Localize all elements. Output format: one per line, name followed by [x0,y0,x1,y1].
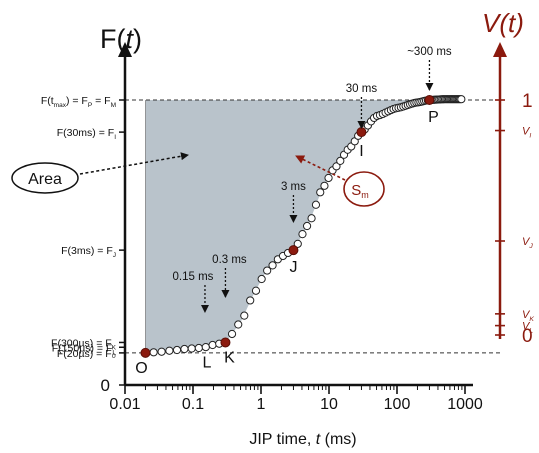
time-annotation-label: 3 ms [281,181,306,193]
key-point-label-j: J [289,259,297,276]
data-point [234,320,243,329]
data-point [208,340,217,350]
data-point [227,329,237,339]
key-point-k [220,337,231,348]
key-point-o [140,347,151,358]
data-point [246,296,255,305]
left-axis-arrow [118,42,132,57]
data-point [320,181,329,190]
data-point [316,188,325,197]
key-point-label-k: K [224,349,235,366]
x-axis-tick-label: 0.01 [109,396,140,413]
data-point [307,214,316,223]
data-point [187,344,196,353]
right-axis-tick-label: VJ [522,236,533,250]
data-point [268,261,277,270]
area-callout-ellipse [11,162,79,194]
sm-callout-label: Sm [351,182,369,200]
area-callout-arrow [79,152,189,175]
left-axis-tick-label: F(tmax) = FP = FM [41,95,116,109]
data-point [149,348,158,357]
x-axis-tick-label: 0.1 [182,396,204,413]
data-point [263,266,272,275]
data-point [180,344,189,354]
x-axis-title: JIP time, t (ms) [249,431,356,448]
data-point [293,239,302,248]
data-point [194,343,203,353]
x-axis-tick-label: 1000 [447,396,483,413]
key-point-label-l: L [203,354,212,371]
sm-callout-ellipse [343,171,385,207]
data-point [172,345,182,355]
time-annotation-label: 30 ms [346,83,378,95]
data-point [157,347,166,356]
right-axis-tick-label: 0 [522,326,533,347]
left-axis-tick-label: F(20µs) = F₀ [57,348,116,360]
data-point [298,230,307,239]
x-axis-tick-label: 10 [320,396,338,413]
area-callout-label: Area [28,171,62,188]
data-point [332,162,341,171]
data-point [324,173,333,183]
right-axis-tick-label: VI [522,126,531,140]
data-point [302,221,312,231]
right-axis-tick-label: 1 [522,91,533,112]
x-axis-tick-label: 100 [384,396,411,413]
left-axis-tick-label: F(150µs) = FL [52,342,117,356]
time-annotation-label: 0.15 ms [173,271,214,283]
time-annotation-label: 0.3 ms [212,254,247,266]
left-axis-tick-label: F(30ms) = FI [57,127,116,141]
x-axis-tick-label: 1 [257,396,266,413]
key-point-label-i: I [359,143,363,160]
sm-callout-arrow [295,155,346,181]
time-annotation-label: ~300 ms [407,46,452,58]
left-axis-tick-label: F(3ms) = FJ [61,245,116,259]
data-point [201,343,210,352]
data-point [457,95,466,104]
right-axis-arrow [493,42,507,57]
key-point-p [424,95,435,105]
key-point-j [288,245,299,256]
left-axis-origin-label: 0 [101,376,110,395]
key-point-i [356,127,367,138]
left-axis-tick-label: F(300µs) = FK [51,337,117,351]
area-shading [145,100,430,353]
data-point [336,156,345,166]
right-axis-title: V(t) [482,8,524,38]
data-point [311,200,321,209]
right-axis-tick-label: VL [522,321,533,335]
right-axis-tick-label: VK [522,309,534,323]
key-point-label-p: P [428,109,439,126]
data-point [257,274,266,284]
left-axis-title: F(t) [100,24,142,54]
data-point [240,311,249,320]
data-point [251,286,261,295]
data-point [165,346,174,355]
key-point-label-o: O [135,360,147,377]
